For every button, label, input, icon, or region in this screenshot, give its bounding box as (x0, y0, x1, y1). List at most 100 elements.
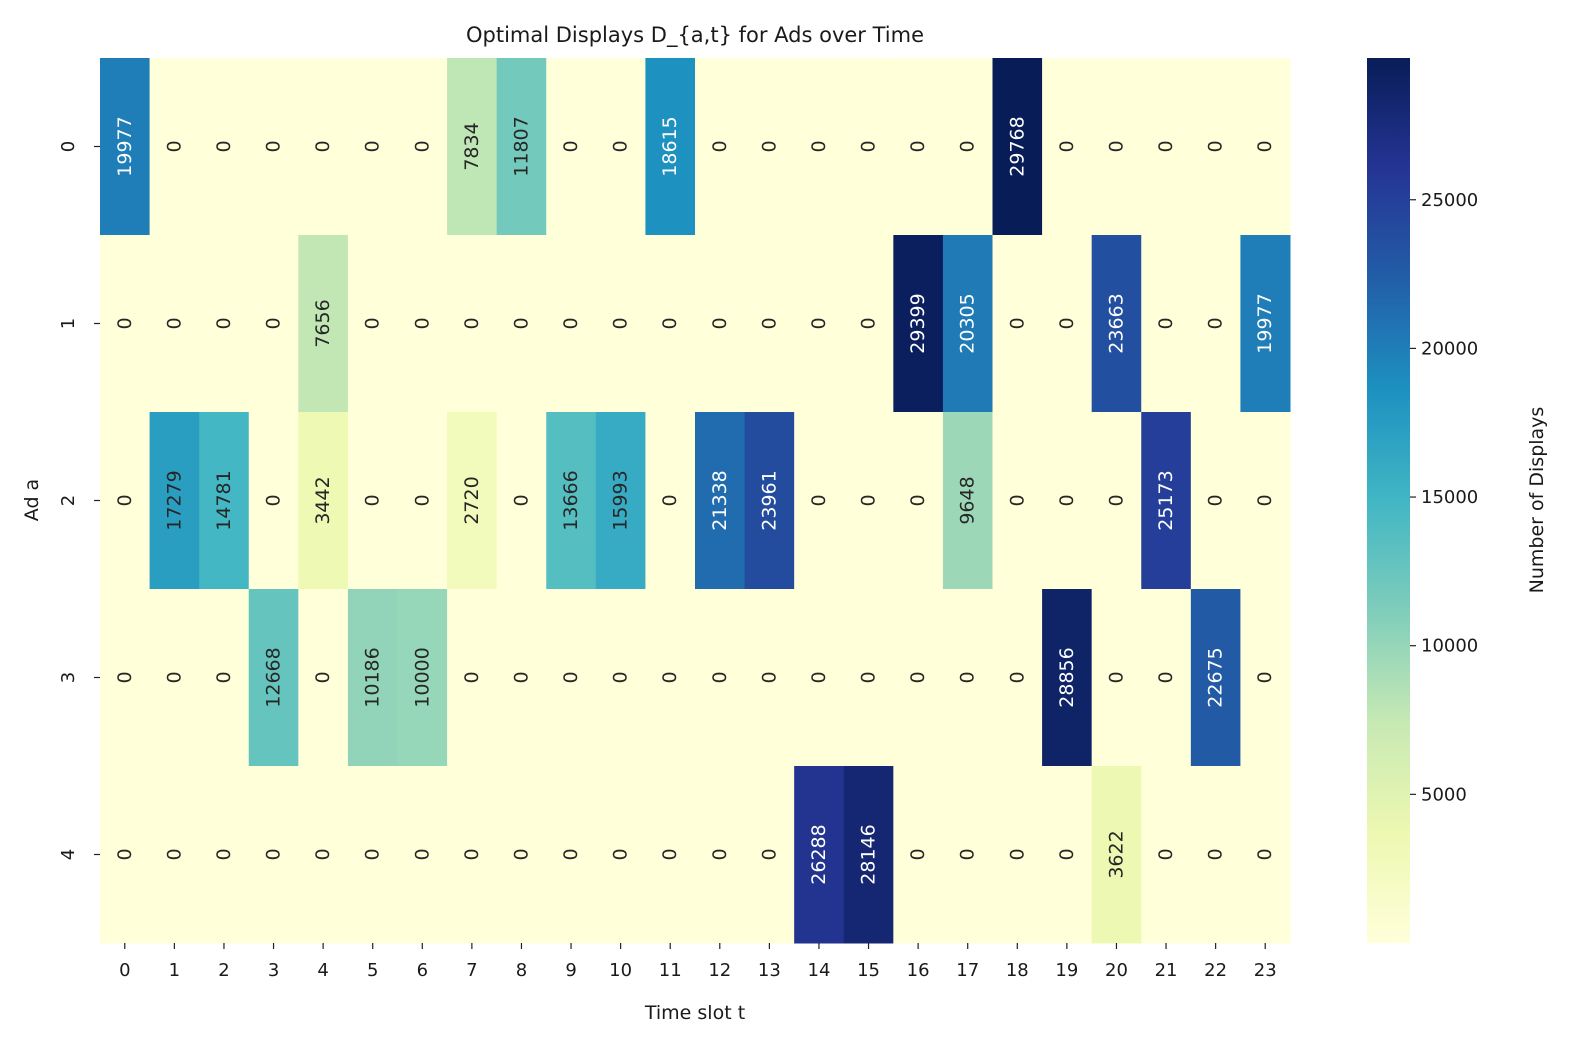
cell-value-label: 0 (510, 671, 532, 683)
heatmap-cell (1190, 58, 1241, 236)
heatmap-cell (447, 58, 498, 236)
heatmap-cell (546, 412, 597, 590)
cell-value-label: 0 (510, 494, 532, 506)
cell-value-label: 0 (114, 317, 136, 329)
x-tick-label: 19 (1055, 960, 1078, 981)
heatmap-cell (1240, 235, 1291, 413)
heatmap-cell (744, 58, 795, 236)
heatmap-cell (1091, 412, 1142, 590)
heatmap-cell (1240, 589, 1291, 767)
cell-value-label: 7656 (312, 299, 334, 347)
x-tick-label: 15 (857, 960, 880, 981)
heatmap-cell (645, 58, 696, 236)
cell-value-label: 0 (758, 140, 780, 152)
cell-value-label: 23663 (1105, 293, 1127, 353)
cell-value-label: 0 (263, 140, 285, 152)
heatmap-cell (100, 766, 151, 944)
cell-value-label: 0 (957, 848, 979, 860)
heatmap-cell (298, 235, 349, 413)
heatmap-cell (595, 412, 646, 590)
heatmap-cell (595, 58, 646, 236)
cell-value-label: 0 (560, 671, 582, 683)
cell-value-label: 0 (610, 848, 632, 860)
cell-value-label: 0 (808, 494, 830, 506)
heatmap-cell (942, 589, 993, 767)
heatmap-cell (695, 766, 746, 944)
x-tick-label: 20 (1105, 960, 1128, 981)
heatmap-cell (1042, 235, 1093, 413)
cell-value-label: 0 (659, 494, 681, 506)
heatmap-cell (843, 589, 894, 767)
cell-value-label: 0 (1155, 848, 1177, 860)
heatmap-cell (695, 235, 746, 413)
cell-value-label: 0 (114, 671, 136, 683)
heatmap-cell (298, 412, 349, 590)
heatmap-cell (1042, 766, 1093, 944)
cell-value-label: 0 (411, 317, 433, 329)
cell-value-label: 28146 (858, 824, 880, 884)
cell-value-label: 0 (659, 317, 681, 329)
y-axis-ticks: 0 1 2 3 4 (58, 141, 100, 860)
cell-value-label: 0 (758, 671, 780, 683)
heatmap-cell (496, 235, 547, 413)
heatmap-cell (794, 235, 845, 413)
cell-value-label: 10186 (362, 647, 384, 707)
heatmap-cell (595, 766, 646, 944)
heatmap-cell (496, 589, 547, 767)
cell-value-label: 0 (858, 671, 880, 683)
cell-value-label: 0 (1205, 494, 1227, 506)
heatmap-cell (893, 412, 944, 590)
x-axis-ticks: 0 1 2 3 4 5 6 7 8 9 10 11 12 13 14 15 16 17 18 19 20 21 22 23 (119, 943, 1277, 981)
heatmap-cell (942, 766, 993, 944)
heatmap-cell (447, 412, 498, 590)
heatmap-cell (199, 58, 250, 236)
heatmap-cell (1190, 766, 1241, 944)
colorbar-label: Number of Displays (1526, 407, 1548, 594)
cell-value-label: 0 (907, 848, 929, 860)
cell-value-label: 0 (213, 140, 235, 152)
cell-value-label: 0 (461, 671, 483, 683)
heatmap-cell (149, 766, 200, 944)
cell-value-label: 19977 (1254, 293, 1276, 353)
cell-value-label: 0 (263, 317, 285, 329)
heatmap-cell (546, 589, 597, 767)
cell-value-label: 10000 (411, 647, 433, 707)
heatmap-cell (1091, 58, 1142, 236)
y-tick-label: 4 (58, 849, 79, 860)
x-tick-label: 11 (659, 960, 682, 981)
x-tick-label: 14 (808, 960, 831, 981)
cell-value-label: 0 (808, 140, 830, 152)
heatmap-cell (199, 412, 250, 590)
heatmap-cell (1042, 412, 1093, 590)
heatmap-cell (794, 589, 845, 767)
colorbar-tick-label: 15000 (1421, 487, 1478, 508)
heatmap-cell (893, 589, 944, 767)
heatmap-cell (100, 58, 151, 236)
heatmap-cell (1141, 766, 1192, 944)
heatmap-cell (496, 412, 547, 590)
heatmap-cell (199, 766, 250, 944)
cell-annotations: 19977 0 0 0 0 0 0 7834 11807 0 0 18615 0 0 0 0 0 0 29768 0 0… (114, 116, 1276, 884)
cell-value-label: 0 (858, 494, 880, 506)
x-tick-label: 3 (268, 960, 279, 981)
heatmap-cell (744, 412, 795, 590)
x-tick-label: 2 (218, 960, 229, 981)
colorbar (1367, 58, 1410, 943)
heatmap-cell (100, 235, 151, 413)
heatmap-cell (347, 766, 398, 944)
heatmap-cell (645, 589, 696, 767)
cell-value-label: 0 (758, 848, 780, 860)
cell-value-label: 28856 (1056, 647, 1078, 707)
heatmap-cell (496, 58, 547, 236)
cell-value-label: 0 (907, 671, 929, 683)
cell-value-label: 0 (1155, 671, 1177, 683)
heatmap-cell (893, 766, 944, 944)
heatmap-cell (248, 766, 299, 944)
cell-value-label: 0 (411, 140, 433, 152)
heatmap-cell (1240, 766, 1291, 944)
heatmap-cell (992, 235, 1043, 413)
cell-value-label: 9648 (957, 476, 979, 524)
cell-value-label: 0 (213, 848, 235, 860)
x-tick-label: 7 (466, 960, 477, 981)
heatmap-cells (100, 58, 1291, 944)
